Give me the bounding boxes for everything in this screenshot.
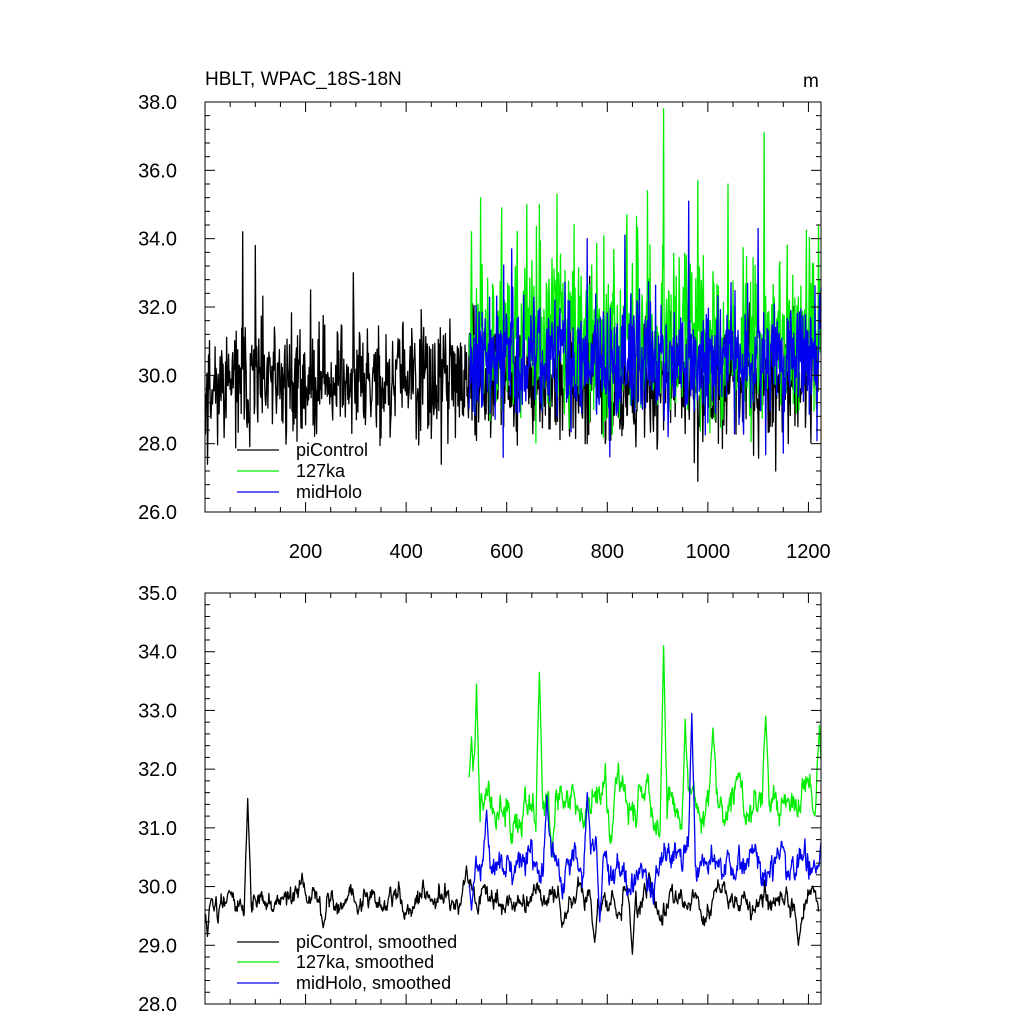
y-tick-label: 30.0 bbox=[138, 877, 177, 899]
x-tick-label: 400 bbox=[389, 541, 422, 563]
y-tick-label: 33.0 bbox=[138, 700, 177, 722]
series-line-midholo-smoothed bbox=[468, 712, 822, 923]
bottom-panel-y-tick-labels: 28.0 29.0 30.0 31.0 32.0 33.0 34.0 35.0 bbox=[138, 583, 177, 1016]
top-panel-legend: piControl 127ka midHolo bbox=[237, 440, 368, 502]
bottom-panel-ticks bbox=[205, 592, 821, 1005]
series-line-127ka-smoothed bbox=[468, 645, 822, 858]
y-tick-label: 31.0 bbox=[138, 818, 177, 840]
x-tick-label: 1200 bbox=[786, 541, 831, 563]
y-tick-label: 34.0 bbox=[138, 229, 177, 251]
y-tick-label: 34.0 bbox=[138, 642, 177, 664]
x-tick-label: 1000 bbox=[686, 541, 731, 563]
legend-label-127ka: 127ka bbox=[296, 461, 346, 481]
legend-label-midholo: midHolo bbox=[296, 482, 362, 502]
x-tick-label: 600 bbox=[490, 541, 523, 563]
bottom-panel-legend: piControl, smoothed 127ka, smoothed midH… bbox=[237, 932, 457, 993]
series-line-picontrol-smoothed bbox=[204, 797, 820, 955]
top-panel-units: m bbox=[803, 71, 819, 92]
y-tick-label: 36.0 bbox=[138, 160, 177, 182]
y-tick-label: 26.0 bbox=[138, 502, 177, 524]
top-panel-x-tick-labels: 200 400 600 800 1000 1200 bbox=[289, 541, 831, 563]
x-tick-label: 200 bbox=[289, 541, 322, 563]
y-tick-label: 32.0 bbox=[138, 759, 177, 781]
y-tick-label: 28.0 bbox=[138, 994, 177, 1016]
series-line-midholo bbox=[468, 200, 822, 458]
legend-label-picontrol: piControl bbox=[296, 440, 368, 460]
top-panel-y-tick-labels: 26.0 28.0 30.0 32.0 34.0 36.0 38.0 bbox=[138, 92, 177, 524]
y-tick-label: 30.0 bbox=[138, 365, 177, 387]
y-tick-label: 32.0 bbox=[138, 297, 177, 319]
top-panel-ticks bbox=[205, 101, 821, 513]
top-panel-series-lines bbox=[204, 108, 822, 482]
top-panel-title: HBLT, WPAC_18S-18N bbox=[205, 69, 402, 90]
bottom-panel-series-lines bbox=[204, 645, 822, 955]
y-tick-label: 35.0 bbox=[138, 583, 177, 605]
legend-label-picontrol-smoothed: piControl, smoothed bbox=[296, 932, 457, 952]
y-tick-label: 38.0 bbox=[138, 92, 177, 114]
y-tick-label: 28.0 bbox=[138, 434, 177, 456]
x-tick-label: 800 bbox=[591, 541, 624, 563]
legend-label-midholo-smoothed: midHolo, smoothed bbox=[296, 973, 451, 993]
y-tick-label: 29.0 bbox=[138, 935, 177, 957]
legend-label-127ka-smoothed: 127ka, smoothed bbox=[296, 952, 434, 972]
top-panel: 26.0 28.0 30.0 32.0 34.0 36.0 38.0 200 400 600 80… bbox=[138, 69, 831, 563]
bottom-panel: 28.0 29.0 30.0 31.0 32.0 33.0 34.0 35.0 piContr… bbox=[138, 583, 822, 1016]
bottom-panel-frame bbox=[204, 592, 822, 1005]
